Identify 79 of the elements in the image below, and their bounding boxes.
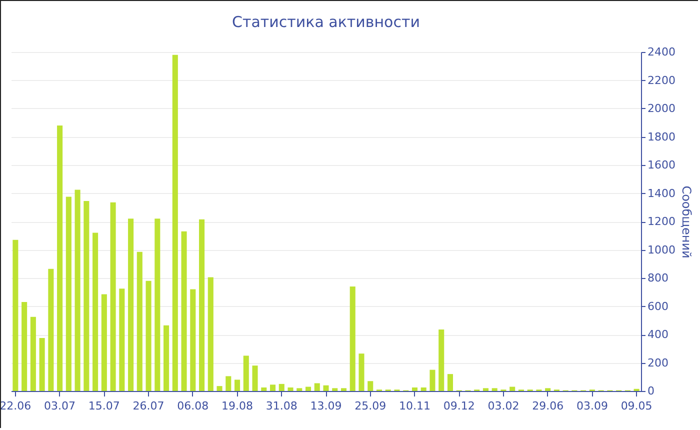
- bar: [172, 54, 178, 391]
- x-tick-label: 10.11: [398, 400, 430, 412]
- x-tick-label: 19.08: [222, 400, 254, 412]
- bar: [482, 388, 488, 391]
- x-tick-label: 06.08: [177, 400, 209, 412]
- x-tick-label: 26.07: [132, 400, 164, 412]
- y-axis-title: Сообщений: [679, 186, 694, 258]
- x-tick-label: 03.09: [576, 400, 608, 412]
- x-tick-label: 03.07: [44, 400, 76, 412]
- y-tick-label: 1000: [648, 243, 676, 256]
- y-tick-label: 1800: [648, 130, 676, 144]
- bar: [39, 338, 45, 391]
- bar: [22, 302, 28, 391]
- bar: [128, 218, 134, 391]
- y-tick-label: 600: [648, 300, 668, 313]
- bar: [270, 384, 276, 391]
- bar: [146, 280, 152, 391]
- bar: [261, 387, 267, 391]
- y-tick-label: 2200: [648, 74, 676, 87]
- y-tick-label: 200: [648, 356, 668, 370]
- y-tick-label: 2400: [648, 46, 676, 58]
- bar: [92, 232, 98, 391]
- bar: [368, 381, 374, 391]
- y-tick-label: 1600: [648, 158, 676, 172]
- bar: [296, 388, 302, 391]
- y-tick-label: 1400: [648, 186, 676, 200]
- bar: [510, 386, 516, 391]
- bar: [350, 286, 356, 391]
- bar: [84, 201, 90, 391]
- bar: [332, 388, 338, 391]
- x-tick-label: 25.09: [354, 400, 386, 412]
- bar: [340, 388, 347, 391]
- bar: [243, 356, 249, 391]
- bar: [208, 277, 214, 391]
- bar: [278, 384, 284, 391]
- bar: [430, 370, 436, 391]
- bar: [48, 268, 54, 391]
- x-tick-label: 09.05: [620, 400, 652, 412]
- bar: [234, 380, 240, 391]
- bar: [164, 325, 170, 391]
- bar: [30, 316, 36, 391]
- bar: [252, 366, 258, 391]
- bar: [438, 330, 444, 391]
- bar: [101, 294, 107, 391]
- x-tick-label: 03.02: [488, 400, 520, 412]
- bar: [447, 374, 453, 391]
- bar: [412, 387, 418, 391]
- bar: [66, 196, 72, 391]
- bar: [288, 387, 294, 391]
- y-tick-label: 1200: [648, 215, 676, 228]
- bar: [545, 388, 551, 391]
- chart-title: Статистика активности: [232, 13, 420, 31]
- bar: [420, 387, 426, 391]
- y-tick-label: 2000: [648, 102, 676, 115]
- x-tick-label: 31.08: [266, 400, 298, 412]
- x-tick-label: 13.09: [310, 400, 342, 412]
- bar: [216, 386, 222, 391]
- bar: [154, 218, 160, 391]
- bar: [358, 354, 364, 391]
- bar: [57, 125, 63, 391]
- x-tick-label: 15.07: [88, 400, 120, 412]
- bar: [492, 388, 498, 391]
- y-tick-label: 800: [648, 272, 668, 284]
- bar: [305, 386, 312, 391]
- bar: [74, 190, 80, 391]
- bar: [314, 383, 320, 391]
- bar: [190, 289, 196, 391]
- x-tick-label: 09.12: [443, 400, 475, 412]
- y-tick-label: 0: [648, 384, 654, 398]
- bar: [181, 231, 187, 391]
- x-tick-label: 29.06: [532, 400, 564, 412]
- bar: [12, 240, 18, 391]
- bar: [323, 385, 329, 391]
- bar: [119, 288, 125, 391]
- bar: [136, 252, 142, 391]
- bar: [226, 376, 232, 391]
- bar: [110, 202, 116, 391]
- y-tick-label: 400: [648, 328, 668, 341]
- bar: [199, 219, 205, 391]
